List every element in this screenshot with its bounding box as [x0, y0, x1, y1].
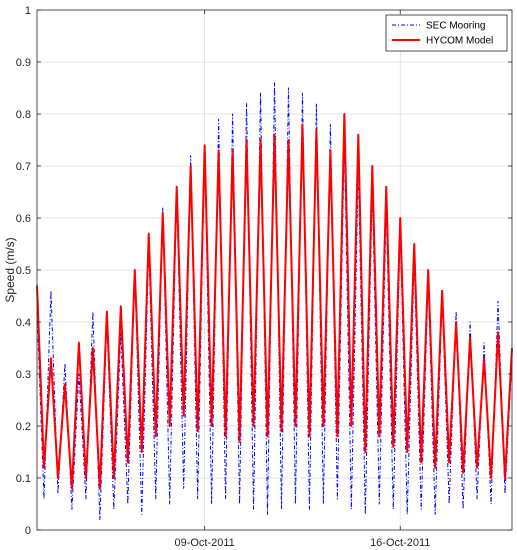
- legend-label-hycom-model: HYCOM Model: [426, 36, 493, 47]
- tick-labels: 0 0.1 0.2 0.3 0.4 0.5 0.6 0.7 0.8 0.9 1 09-Oct-2011…: [16, 5, 431, 549]
- y-tick-label: 0.8: [16, 109, 31, 121]
- y-tick-label: 0.4: [16, 317, 31, 329]
- series-layer: [36, 82, 513, 521]
- plot-border: [36, 9, 513, 531]
- legend-label-sec-mooring: SEC Mooring: [426, 21, 485, 32]
- legend[interactable]: SEC Mooring HYCOM Model: [385, 14, 508, 52]
- series-line-sec-mooring: [36, 82, 513, 521]
- y-tick-label: 0.7: [16, 161, 31, 173]
- y-tick-label: 0.6: [16, 213, 31, 225]
- y-tick-label: 0.5: [16, 265, 31, 277]
- x-tick-label: 09-Oct-2011: [174, 537, 234, 549]
- x-tick-label: 16-Oct-2011: [370, 537, 430, 549]
- y-tick-label: 0: [25, 525, 31, 537]
- y-tick-label: 0.9: [16, 57, 31, 69]
- y-axis-label: Speed (m/s): [3, 237, 17, 302]
- series-line-hycom-model: [36, 113, 513, 490]
- y-tick-label: 0.3: [16, 369, 31, 381]
- y-tick-label: 0.2: [16, 421, 31, 433]
- y-tick-label: 0.1: [16, 473, 31, 485]
- axes-frame: [36, 9, 513, 531]
- y-tick-label: 1: [25, 5, 31, 17]
- legend-box: [385, 14, 508, 52]
